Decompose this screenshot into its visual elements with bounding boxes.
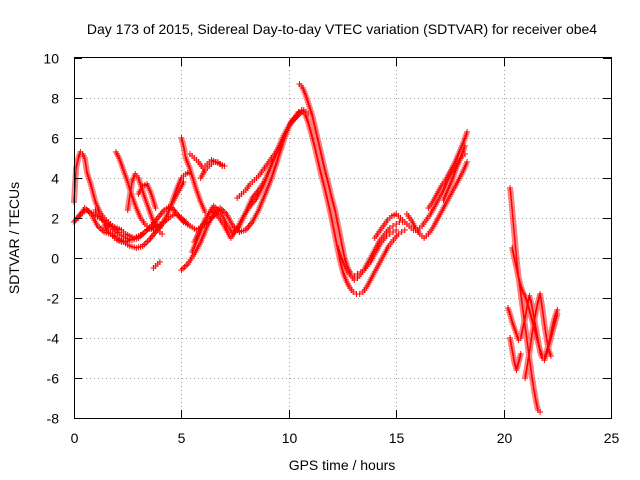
data-point [393,221,400,227]
data-point [464,159,471,165]
data-point [547,353,554,359]
data-point [390,223,396,229]
axis-ticks: 0 5 10 15 20 25 -8 -6 -4 -2 0 2 4 6 8 10 [43,51,619,447]
x-tick-label: 15 [389,430,405,446]
y-tick-label: 10 [43,51,59,67]
data-point [180,179,187,185]
data-point [159,231,166,237]
y-tick-label: -6 [47,371,60,387]
data-point [184,221,191,227]
data-point [390,229,396,235]
data-point [537,409,544,415]
x-tick-label: 5 [178,430,186,446]
data-point [517,351,524,357]
data-point [356,291,363,297]
data-point [126,237,133,243]
y-axis-label: SDTVAR / TECUs [6,182,22,294]
y-tick-label: 2 [51,211,59,227]
data-point [350,289,357,295]
y-tick-label: 6 [51,131,59,147]
data-point [398,229,405,235]
data-point [281,133,288,139]
y-tick-label: 8 [51,91,59,107]
data-point [118,239,125,245]
data-point [461,143,468,149]
x-axis-label: GPS time / hours [289,457,396,473]
y-tick-label: -2 [47,291,60,307]
y-tick-label: 4 [51,171,59,187]
data-point [395,231,402,237]
x-tick-label: 10 [282,430,298,446]
x-tick-label: 0 [71,430,79,446]
data-point [393,227,400,233]
data-point [152,205,159,211]
data-point [156,259,163,265]
y-tick-label: -8 [47,411,60,427]
data-point [401,227,408,233]
data-point [554,307,561,313]
chart-title: Day 173 of 2015, Sidereal Day-to-day VTE… [87,21,597,37]
data-point [386,225,393,231]
data-point [464,129,471,135]
data-point [219,163,226,169]
plot-frame [74,57,612,419]
data-points [71,81,561,415]
x-tick-label: 20 [497,430,513,446]
y-tick-label: 0 [51,251,59,267]
data-point [351,277,358,283]
y-tick-label: -4 [47,331,60,347]
x-tick-label: 25 [604,430,620,446]
